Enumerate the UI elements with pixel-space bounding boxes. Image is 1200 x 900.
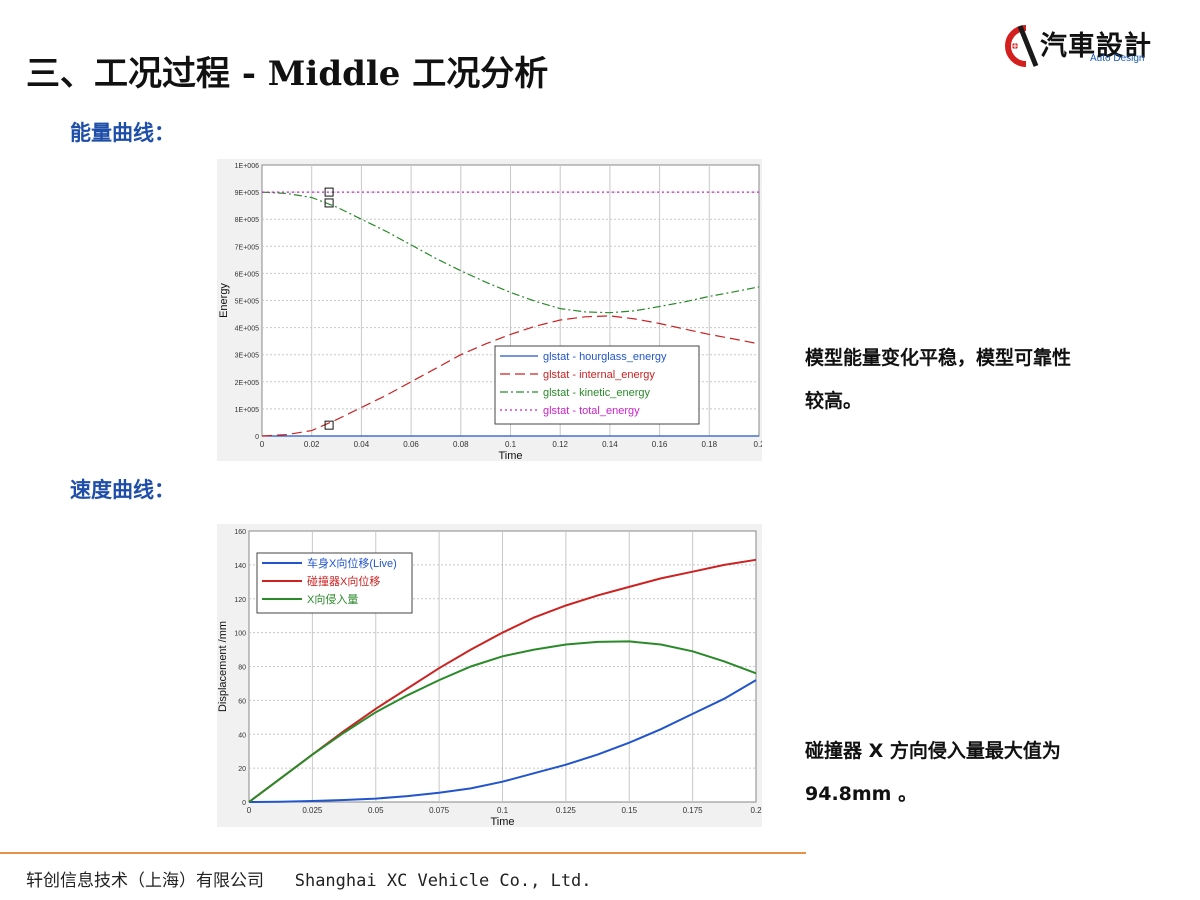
y-tick-label: 140 [234,563,246,570]
legend-entry: 碰撞器X向位移 [307,574,380,588]
y-tick-label: 7E+005 [235,244,259,251]
x-tick-label: 0.16 [652,440,668,449]
x-tick-label: 0.2 [753,440,762,449]
x-axis-label: Time [490,816,514,827]
y-tick-label: 4E+005 [235,326,259,333]
intrusion-note-line1: 碰撞器 X 方向侵入量最大值为 [805,740,1061,762]
y-tick-label: 160 [234,529,246,536]
x-tick-label: 0 [260,440,265,449]
x-tick-label: 0.1 [505,440,517,449]
y-tick-label: 0 [255,434,259,441]
x-tick-label: 0.12 [552,440,568,449]
x-tick-label: 0.125 [556,806,577,815]
legend-entry: glstat - hourglass_energy [543,351,667,363]
footer-company: 轩创信息技术（上海）有限公司 [26,871,264,891]
y-tick-label: 20 [238,766,246,773]
data-marker [324,187,334,197]
series-line [261,191,760,314]
x-tick-label: 0.1 [497,806,509,815]
energy-note-line2: 较高。 [805,390,863,412]
y-tick-label: 60 [238,698,246,705]
legend-entry: glstat - internal_energy [543,369,655,381]
y-tick-label: 6E+005 [235,271,259,278]
energy-chart: 0 0.02 0.04 0.06 0.08 0.1 0.12 0.14 0.16 0.18 0.2 0… [218,163,765,462]
series-line [261,315,760,437]
x-tick-label: 0.06 [403,440,419,449]
x-tick-label: 0.025 [302,806,323,815]
x-tick-label: 0.08 [453,440,469,449]
x-tick-label: 0.18 [702,440,718,449]
x-tick-label: 0.075 [429,806,450,815]
displacement-chart-box: 0 0.025 0.05 0.075 0.1 0.125 0.15 0.175 0.2 0 20 40… [217,524,762,828]
logo-subtext: Auto Design [1090,53,1145,64]
x-tick-label: 0.05 [368,806,384,815]
slide-title: 三、工况过程 - Middle 工况分析 [26,54,549,94]
logo-text: 汽車設計 [1040,31,1152,62]
data-marker [324,198,334,208]
data-marker [324,420,334,430]
x-tick-label: 0.04 [354,440,370,449]
x-tick-label: 0 [247,806,252,815]
intrusion-note-line2: 94.8mm 。 [805,783,918,805]
energy-section-label: 能量曲线： [70,121,175,145]
displacement-chart: 0 0.025 0.05 0.075 0.1 0.125 0.15 0.175 0.2 0 20 40… [217,529,762,828]
y-axis-label: Displacement /mm [217,621,229,712]
x-tick-label: 0.14 [602,440,618,449]
y-tick-label: 120 [234,597,246,604]
y-tick-label: 80 [238,665,246,672]
legend-entry: 车身X向位移(Live) [307,556,397,570]
energy-note: 模型能量变化平稳，模型可靠性 较高。 [805,337,1071,423]
x-axis-label: Time [498,450,522,461]
logo-mark-icon [1005,25,1039,67]
x-tick-label: 0.15 [621,806,637,815]
energy-chart-box: 0 0.02 0.04 0.06 0.08 0.1 0.12 0.14 0.16 0.18 0.2 0… [217,159,765,462]
legend-entry: glstat - kinetic_energy [543,387,650,399]
footer: 轩创信息技术（上海）有限公司 Shanghai XC Vehicle Co., … [26,866,592,891]
y-tick-label: 9E+005 [235,190,259,197]
legend-box [494,345,700,425]
intrusion-note: 碰撞器 X 方向侵入量最大值为 94.8mm 。 [805,730,1061,816]
x-tick-label: 0.2 [750,806,762,815]
y-tick-label: 1E+006 [235,163,259,170]
company-logo: 汽車設計 Auto Design [996,22,1166,70]
energy-note-line1: 模型能量变化平稳，模型可靠性 [805,347,1072,369]
y-tick-label: 5E+005 [235,299,259,306]
y-tick-label: 100 [234,631,246,638]
series-line [248,679,757,803]
y-tick-label: 0 [242,800,246,807]
legend-entry: X向侵入量 [307,592,358,606]
y-tick-label: 40 [238,732,246,739]
footer-company-en: Shanghai XC Vehicle Co., Ltd. [294,871,592,891]
y-tick-label: 2E+005 [235,380,259,387]
footer-divider [0,852,806,854]
y-tick-label: 8E+005 [235,217,259,224]
y-tick-label: 1E+005 [235,407,259,414]
series-line [248,640,757,803]
velocity-section-label: 速度曲线： [70,478,175,502]
legend-entry: glstat - total_energy [543,405,640,417]
x-tick-label: 0.02 [304,440,320,449]
y-axis-label: Energy [218,283,230,318]
y-tick-label: 3E+005 [235,353,259,360]
x-tick-label: 0.175 [683,806,704,815]
